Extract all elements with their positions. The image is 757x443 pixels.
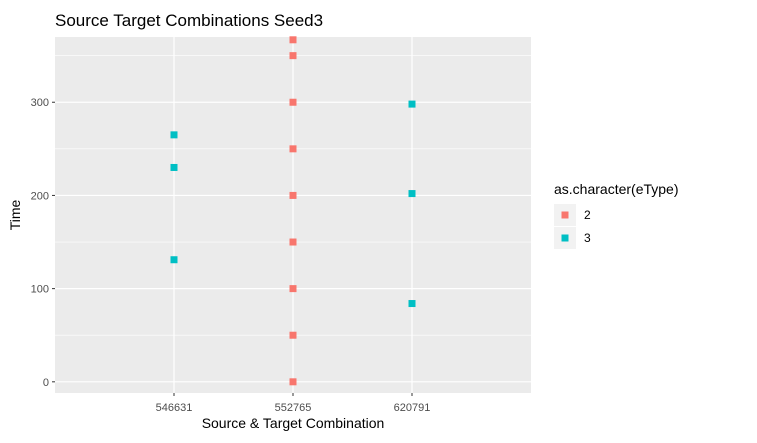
data-point: [408, 300, 416, 308]
data-point: [289, 36, 297, 44]
x-tick-label: 552765: [275, 402, 312, 414]
legend: as.character(eType) 2 3: [554, 181, 679, 249]
y-tick-label: 200: [31, 190, 49, 202]
data-point: [408, 190, 416, 198]
data-point: [289, 191, 297, 199]
data-point: [408, 100, 416, 108]
x-tick-label: 620791: [394, 402, 431, 414]
data-point: [170, 256, 178, 264]
data-point: [289, 145, 297, 153]
y-axis-ticks: 0 100 200 300: [31, 97, 55, 389]
x-tick-label: 546631: [156, 402, 193, 414]
data-point: [289, 238, 297, 246]
legend-swatch: [561, 234, 569, 242]
y-tick-label: 300: [31, 97, 49, 109]
data-marks: [170, 36, 416, 386]
x-axis-title: Source & Target Combination: [202, 415, 385, 431]
data-point: [289, 52, 297, 60]
y-axis-title: Time: [7, 199, 23, 230]
x-axis-ticks: 546631 552765 620791: [156, 393, 431, 414]
chart-title: Source Target Combinations Seed3: [55, 11, 323, 30]
y-tick-label: 100: [31, 284, 49, 296]
y-tick-label: 0: [43, 377, 49, 389]
data-point: [170, 131, 178, 139]
legend-label: 2: [584, 208, 591, 222]
legend-title: as.character(eType): [554, 181, 679, 197]
data-point: [289, 285, 297, 293]
data-point: [289, 98, 297, 106]
legend-swatch: [561, 211, 569, 219]
legend-label: 3: [584, 231, 591, 245]
data-point: [170, 163, 178, 171]
data-point: [289, 378, 297, 386]
data-point: [289, 331, 297, 339]
